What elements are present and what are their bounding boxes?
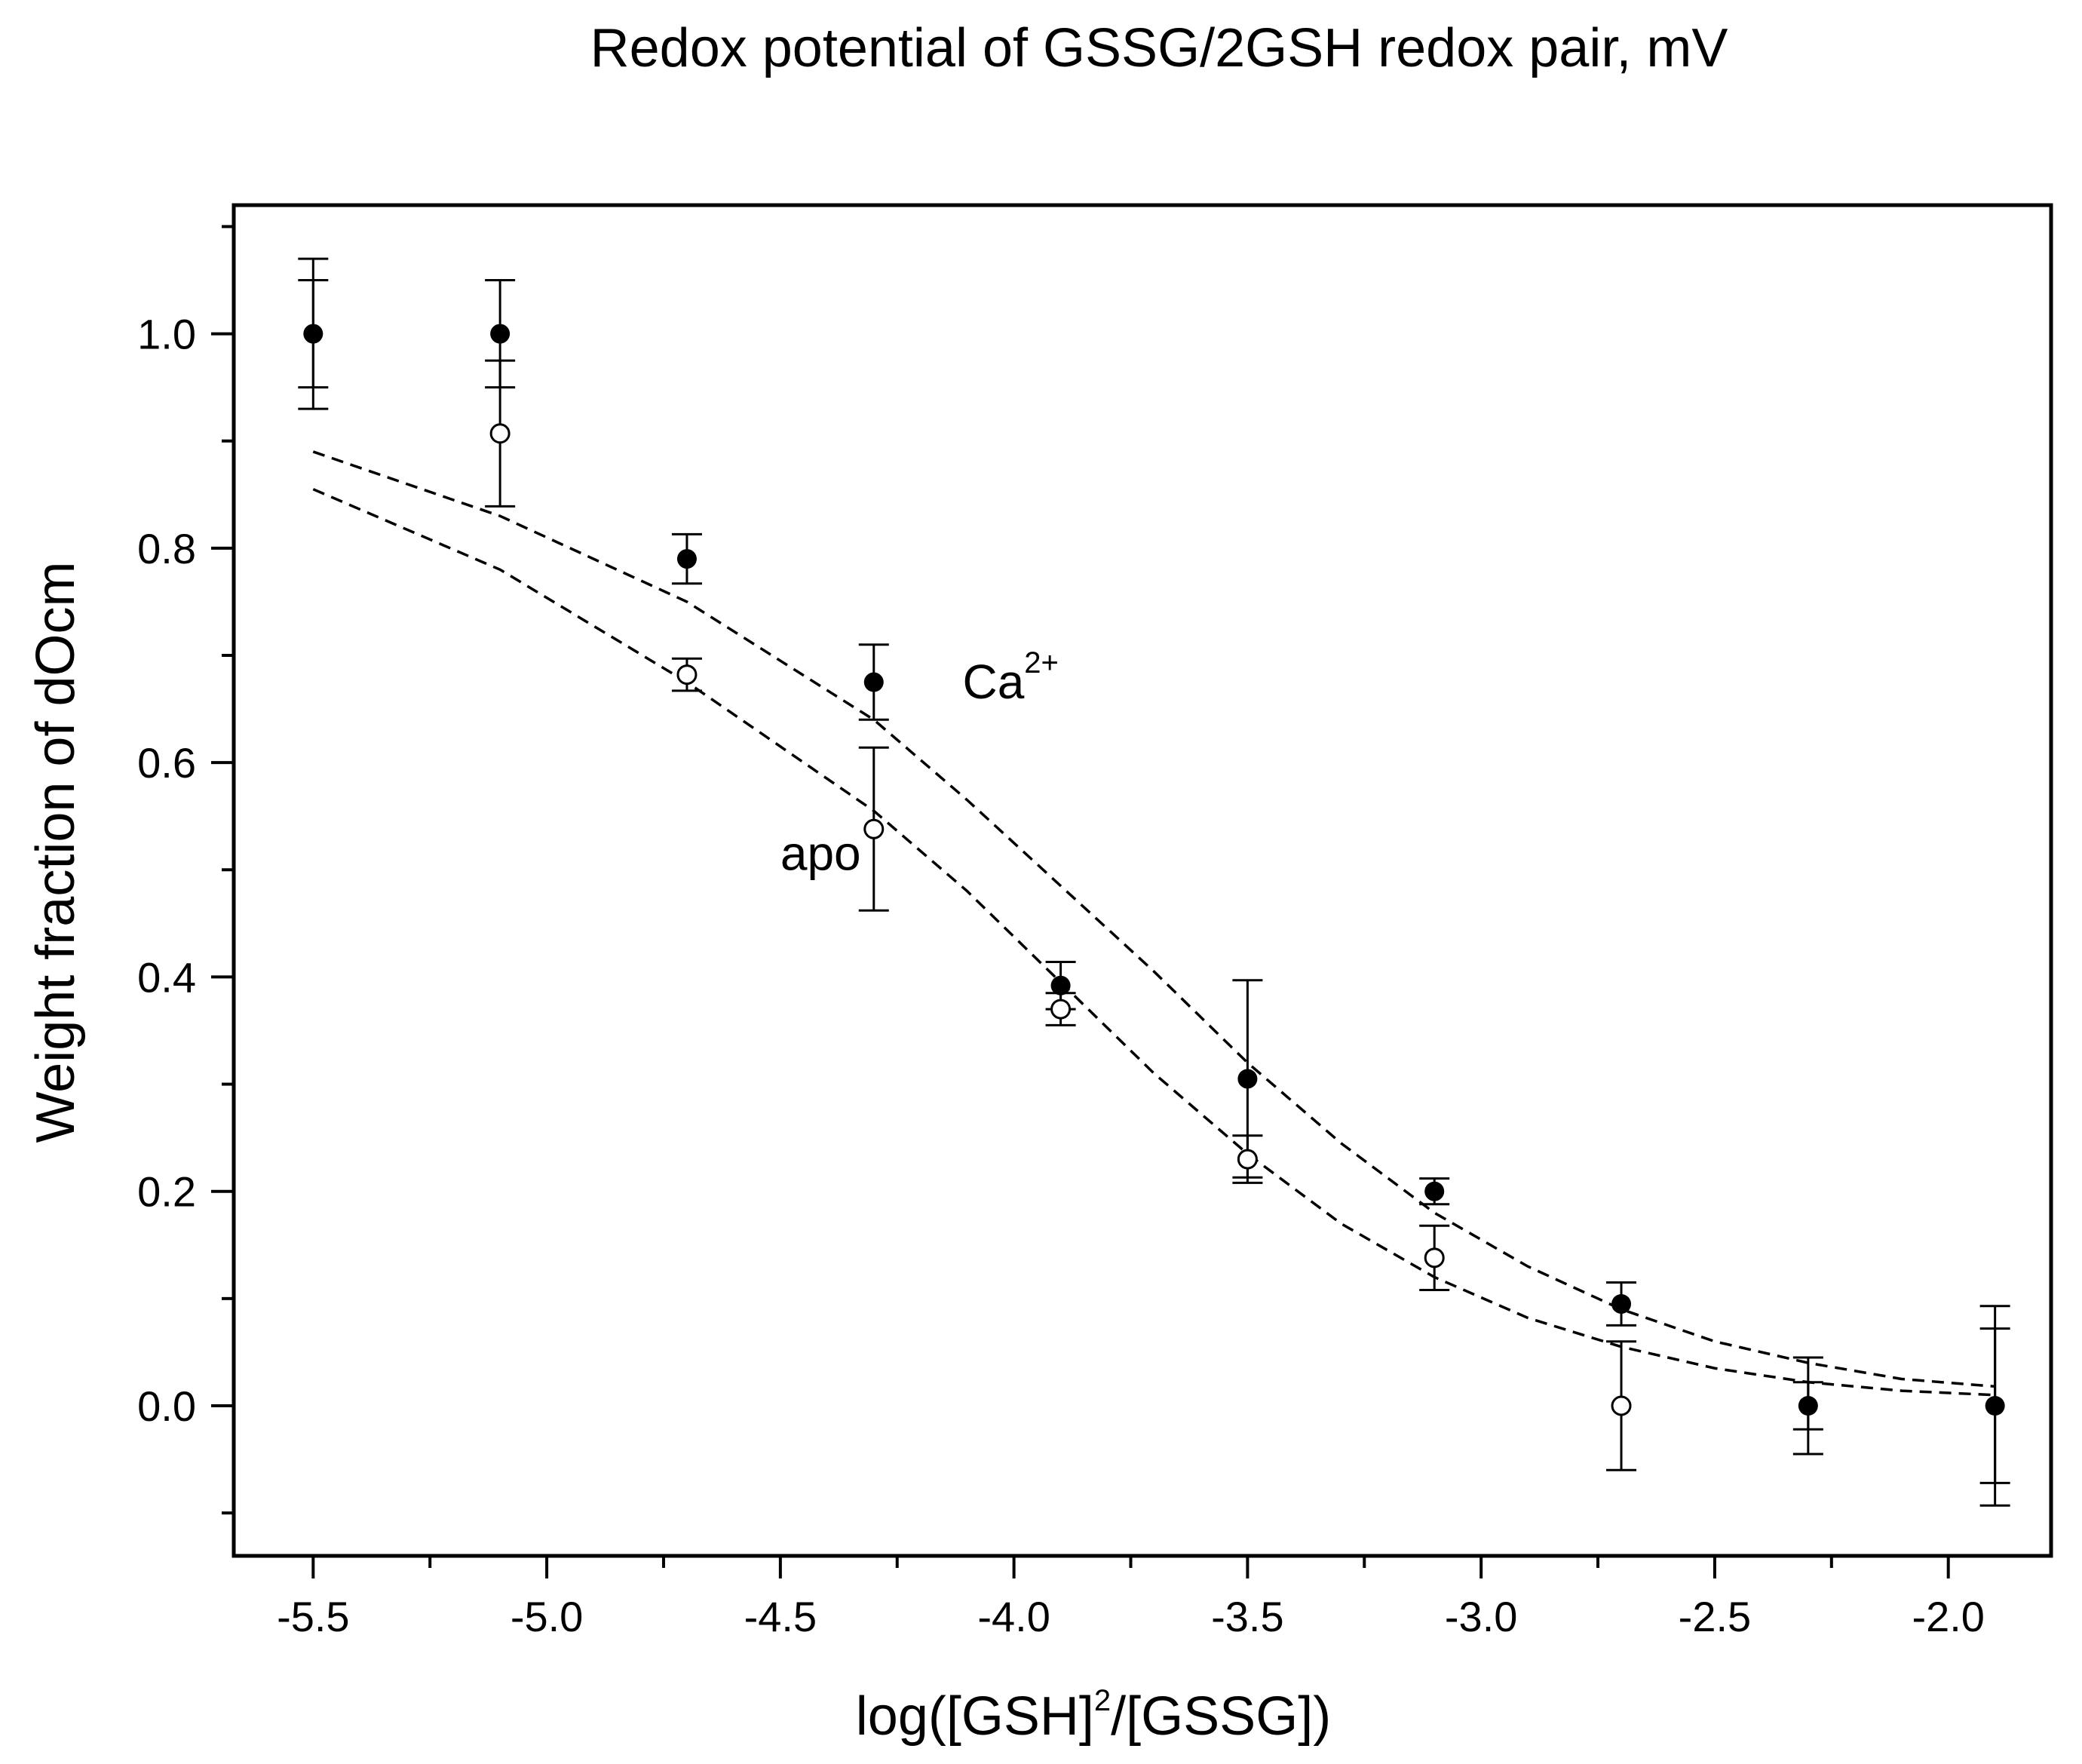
x-axis-title-tail: /[GSSG]) [1111,1686,1331,1747]
data-point-ca [490,324,511,344]
data-point-apo [863,818,885,839]
data-point-ca [676,549,697,569]
x-axis-title-main: log([GSH] [856,1686,1094,1747]
y-tick-label: 0.6 [137,739,196,787]
x-tick-label: -5.0 [511,1593,584,1640]
data-point-ca [1985,1396,2005,1416]
data-point-ca [1050,975,1071,996]
y-tick-label: 0.8 [137,525,196,572]
tick-layer: -5.5 -5.0 -4.5 -4.0 -3.5 -3.0 -2.5 -2.0 0.0 0.2 0.… [137,225,1985,1640]
x-tick-label: -2.5 [1679,1593,1752,1640]
data-point-ca [1798,1396,1818,1416]
y-tick-label: 0.2 [137,1168,196,1216]
fit-curves [312,450,1995,1397]
y-tick-label: 1.0 [137,311,196,358]
x-axis-title: log([GSH]2/[GSSG]) [856,1684,1331,1747]
data-point-apo [676,664,698,686]
data-point-apo [1237,1149,1258,1170]
series-label: Ca2+ [962,646,1058,709]
data-point-ca [1424,1181,1445,1201]
y-tick-label: 0.0 [137,1382,196,1430]
data-point-ca [863,672,884,692]
data-points [303,324,2005,1416]
x-tick-label: -3.5 [1211,1593,1284,1640]
data-point-apo [489,423,511,444]
x-tick-label: -4.0 [977,1593,1050,1640]
fit-curve [312,488,1995,1397]
y-axis-title: Weight fraction of dOcm [26,562,86,1143]
error-bars [298,257,2010,1507]
x-tick-label: -3.0 [1445,1593,1518,1640]
data-point-ca [303,324,323,344]
plot-frame [232,203,2053,1558]
data-point-apo [1611,1395,1632,1416]
x-tick-label: -2.0 [1912,1593,1985,1640]
data-point-ca [1611,1293,1632,1314]
x-tick-label: -4.5 [744,1593,817,1640]
data-point-apo [1424,1247,1445,1269]
data-point-ca [1237,1069,1258,1089]
top-axis-title: Redox potential of GSSG/2GSH redox pair,… [590,18,1728,78]
series-label: apo [780,826,861,880]
x-axis-title-sup: 2 [1094,1684,1111,1717]
fit-curve [312,450,1995,1388]
data-point-apo [1050,999,1072,1020]
series-label-sup: 2+ [1024,646,1059,680]
x-tick-label: -5.5 [277,1593,350,1640]
y-tick-label: 0.4 [137,953,196,1001]
